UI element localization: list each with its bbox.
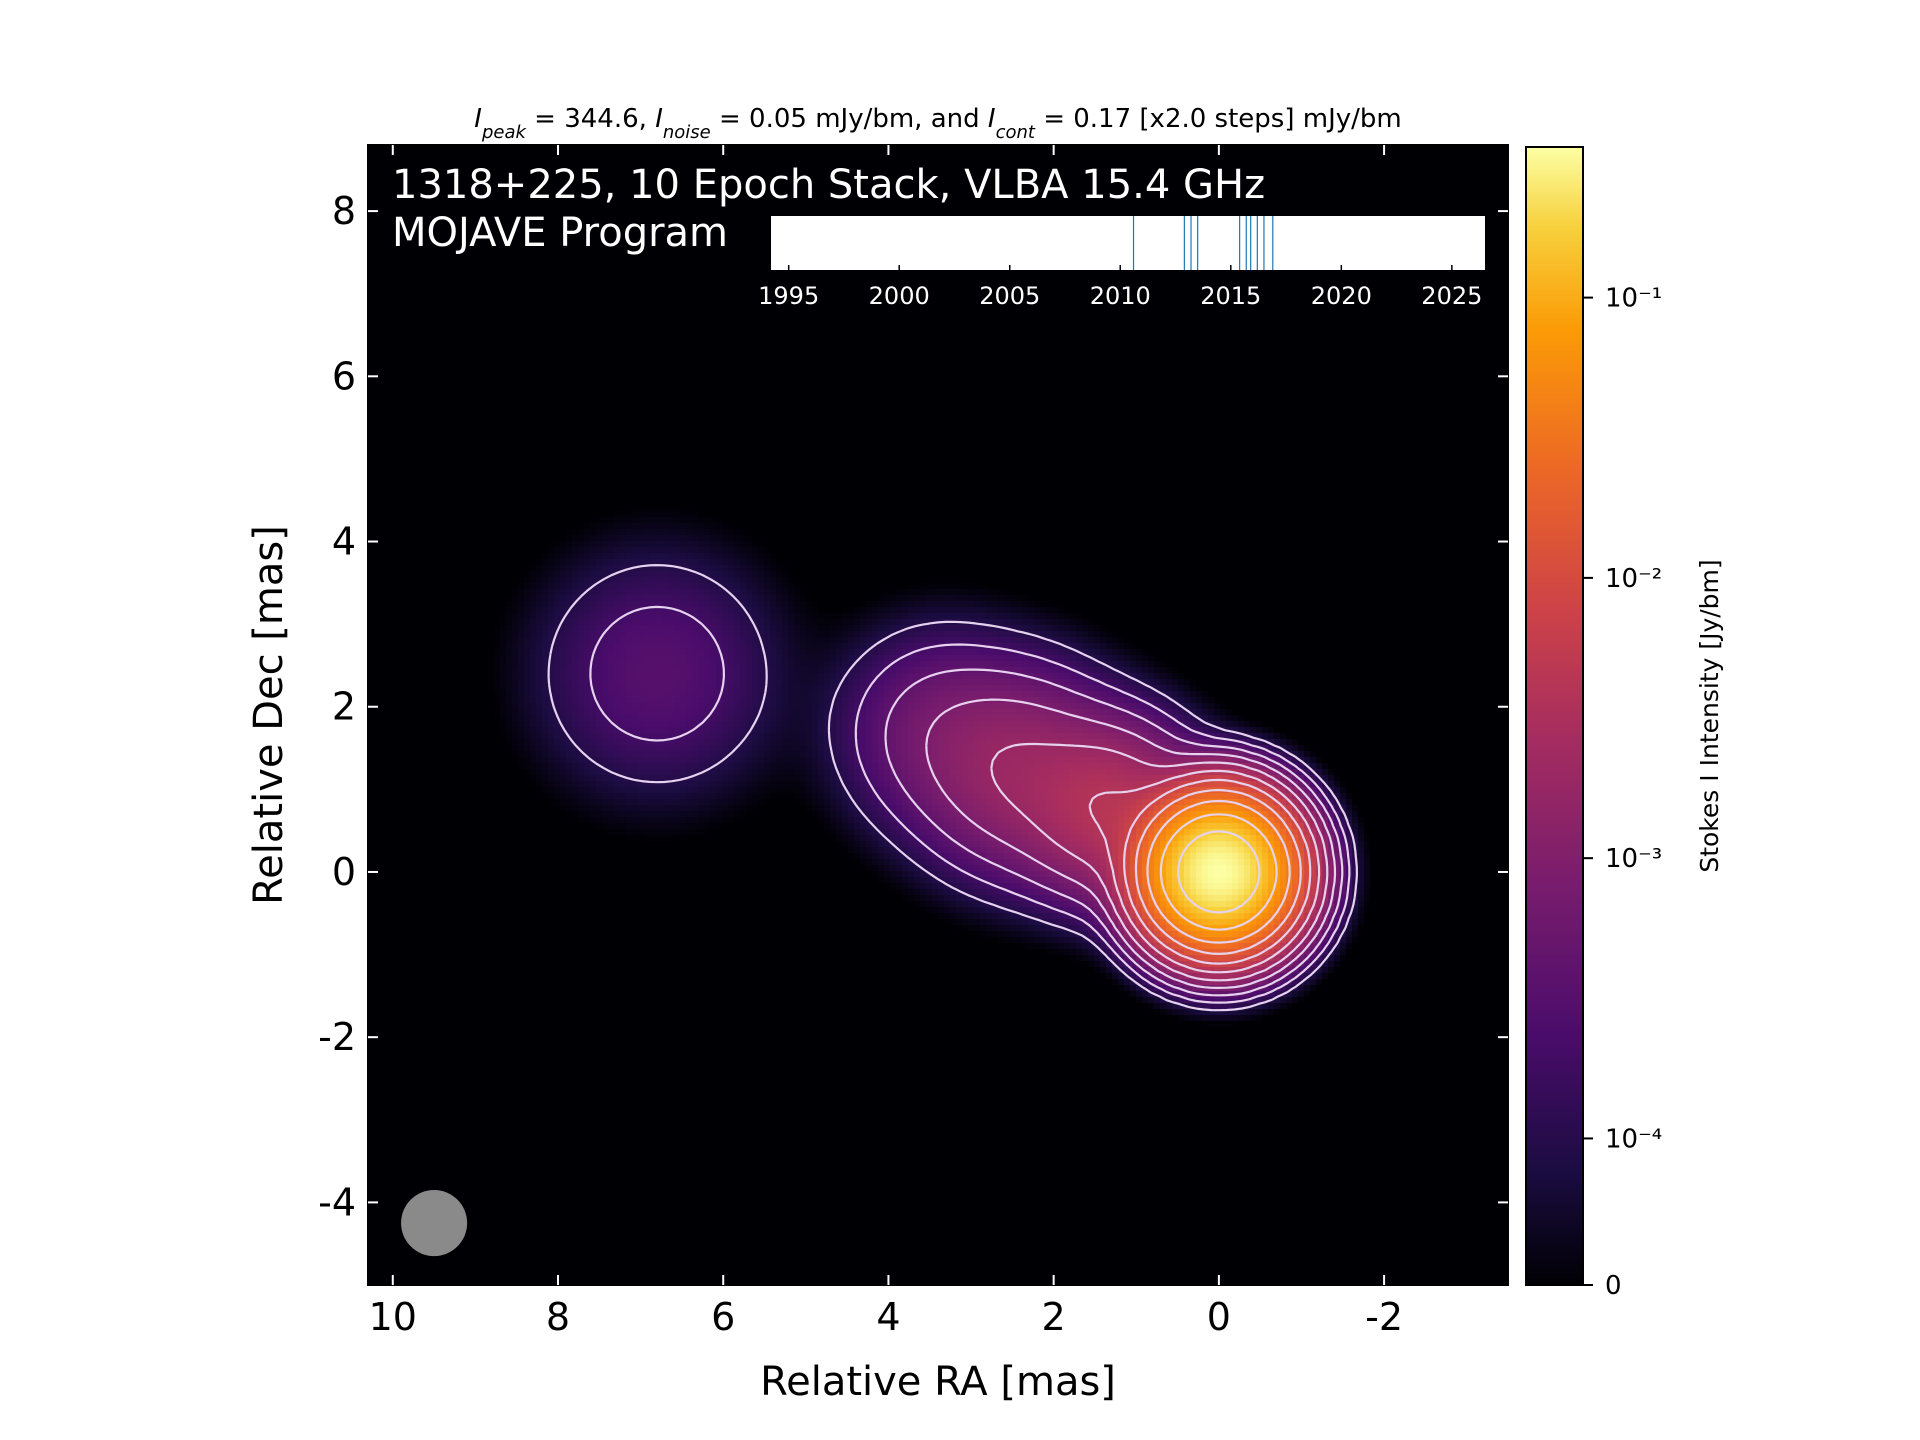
timeline-tick-label: 2025 xyxy=(1421,282,1482,310)
source-annotation-line-1: 1318+225, 10 Epoch Stack, VLBA 15.4 GHz xyxy=(392,162,1265,208)
timeline-tick-label: 2020 xyxy=(1311,282,1372,310)
colorbar-label: Stokes I Intensity [Jy/bm] xyxy=(1695,559,1724,872)
contour-level-6 xyxy=(1123,778,1312,965)
epoch-timeline-inset: 1995 2000 2005 2010 2015 2020 2025 xyxy=(758,216,1485,310)
colorbar: 0 10⁻⁴ 10⁻³ 10⁻² 10⁻¹ Stokes I Intensity [Jy… xyxy=(1525,146,1724,1301)
y-axis-label: Relative Dec [mas] xyxy=(246,525,292,905)
beam-ellipse xyxy=(401,1190,468,1257)
title-symbol-2: I xyxy=(988,104,996,134)
contour-level-10 xyxy=(1177,830,1261,914)
intensity-map xyxy=(368,145,1508,1285)
y-tick-label: -4 xyxy=(318,1180,356,1224)
y-tick-label: 0 xyxy=(332,850,356,894)
x-axis-ticks: 10 8 6 4 2 0 -2 xyxy=(369,145,1403,1339)
x-tick-label: -2 xyxy=(1365,1295,1403,1339)
title-subscript-2: cont xyxy=(996,122,1036,143)
x-tick-label: 8 xyxy=(546,1295,570,1339)
y-axis-ticks: 8 6 4 2 0 -2 -4 xyxy=(318,189,1508,1224)
y-tick-label: 2 xyxy=(332,685,356,729)
chart-title: Ipeak = 344.6, Inoise = 0.05 mJy/bm, and… xyxy=(474,104,1401,143)
contour-level-1 xyxy=(589,605,1351,1004)
x-axis-label: Relative RA [mas] xyxy=(760,1359,1116,1405)
plot-area: 10 8 6 4 2 0 -2 8 6 4 2 0 -2 -4 1318+225, 10 Epoch S… xyxy=(318,144,1509,1339)
contour-level-5 xyxy=(1088,769,1321,974)
colorbar-tick-label: 10⁻² xyxy=(1605,564,1662,594)
colorbar-ticks: 0 10⁻⁴ 10⁻³ 10⁻² 10⁻¹ xyxy=(1583,284,1662,1301)
y-tick-label: -2 xyxy=(318,1015,356,1059)
timeline-tick-label: 2015 xyxy=(1200,282,1261,310)
contour-level-4 xyxy=(990,742,1329,982)
colorbar-tick-label: 0 xyxy=(1605,1271,1622,1301)
plot-frame xyxy=(367,144,1509,1286)
y-tick-label: 8 xyxy=(332,189,356,233)
x-tick-label: 6 xyxy=(711,1295,735,1339)
timeline-tick-label: 1995 xyxy=(758,282,819,310)
colorbar-tick-label: 10⁻¹ xyxy=(1605,284,1662,314)
y-tick-label: 4 xyxy=(332,520,356,564)
contour-layer xyxy=(547,564,1358,1012)
title-symbol-0: I xyxy=(474,104,482,134)
contour-level-2 xyxy=(884,668,1344,997)
contour-level-7 xyxy=(1134,788,1302,955)
colorbar-gradient xyxy=(1526,147,1583,1285)
contour-level-0 xyxy=(547,564,1358,1012)
x-tick-label: 4 xyxy=(876,1295,900,1339)
title-text-0: = 344.6, xyxy=(526,104,655,134)
x-tick-label: 2 xyxy=(1042,1295,1066,1339)
contour-level-9 xyxy=(1159,813,1278,931)
y-tick-label: 6 xyxy=(332,354,356,398)
title-subscript-1: noise xyxy=(663,122,711,143)
colorbar-frame xyxy=(1525,146,1584,1286)
x-tick-label: 0 xyxy=(1207,1295,1231,1339)
colorbar-tick-label: 10⁻⁴ xyxy=(1605,1124,1662,1154)
timeline-tick-label: 2005 xyxy=(979,282,1040,310)
timeline-tick-label: 2010 xyxy=(1090,282,1151,310)
timeline-tick-label: 2000 xyxy=(869,282,930,310)
title-text-2: = 0.17 [x2.0 steps] mJy/bm xyxy=(1035,104,1402,134)
contour-level-8 xyxy=(1146,799,1291,944)
source-annotation-line-2: MOJAVE Program xyxy=(392,210,728,256)
epoch-markers xyxy=(1132,216,1274,270)
title-subscript-0: peak xyxy=(481,122,528,143)
x-tick-label: 10 xyxy=(369,1295,417,1339)
title-text-1: = 0.05 mJy/bm, and xyxy=(711,104,988,134)
epoch-timeline-box xyxy=(771,216,1485,270)
colorbar-tick-label: 10⁻³ xyxy=(1605,844,1662,874)
epoch-timeline-ticks: 1995 2000 2005 2010 2015 2020 2025 xyxy=(758,265,1482,310)
contour-level-3 xyxy=(925,698,1337,989)
title-symbol-1: I xyxy=(655,104,663,134)
